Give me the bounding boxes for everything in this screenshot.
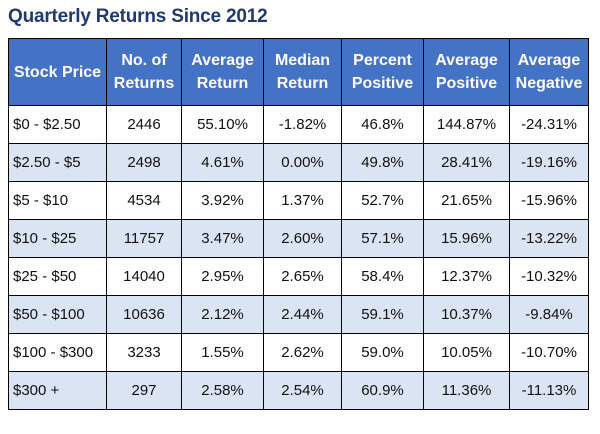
column-header-average-negative: Average Negative <box>509 38 589 106</box>
table-row: $50 - $100 10636 2.12% 2.44% 59.1% 10.37% -9.8… <box>8 295 589 334</box>
cell-average-return: 3.92% <box>181 181 264 220</box>
cell-stock-price: $50 - $100 <box>8 295 107 334</box>
column-header-line: No. of <box>121 52 167 69</box>
cell-average-return: 4.61% <box>181 143 264 182</box>
table-header: Stock Price No. of Returns Average Return Med… <box>8 38 589 106</box>
column-header-line: Positive <box>351 75 414 92</box>
table-row: $10 - $25 11757 3.47% 2.60% 57.1% 15.96% -13.2… <box>8 219 589 258</box>
cell-average-positive: 144.87% <box>423 105 510 144</box>
column-header-num-returns: No. of Returns <box>106 38 182 106</box>
column-header-average-return: Average Return <box>181 38 264 106</box>
cell-average-positive: 12.37% <box>423 257 510 296</box>
column-header-line: Negative <box>515 75 583 92</box>
cell-median-return: 1.37% <box>263 181 342 220</box>
cell-average-negative: -10.32% <box>509 257 589 296</box>
cell-num-returns: 10636 <box>106 295 182 334</box>
cell-stock-price: $0 - $2.50 <box>8 105 107 144</box>
cell-num-returns: 14040 <box>106 257 182 296</box>
cell-median-return: 0.00% <box>263 143 342 182</box>
cell-average-negative: -19.16% <box>509 143 589 182</box>
cell-num-returns: 297 <box>106 371 182 410</box>
column-header-line: Percent <box>353 52 412 69</box>
cell-average-negative: -15.96% <box>509 181 589 220</box>
cell-num-returns: 3233 <box>106 333 182 372</box>
cell-stock-price: $2.50 - $5 <box>8 143 107 182</box>
cell-percent-positive: 57.1% <box>341 219 424 258</box>
cell-average-negative: -11.13% <box>509 371 589 410</box>
chart-title: Quarterly Returns Since 2012 <box>8 6 268 27</box>
column-header-line: Median <box>274 52 331 69</box>
returns-table: Stock Price No. of Returns Average Return Med… <box>8 38 589 410</box>
cell-average-positive: 10.05% <box>423 333 510 372</box>
cell-median-return: 2.44% <box>263 295 342 334</box>
cell-average-positive: 10.37% <box>423 295 510 334</box>
cell-average-return: 1.55% <box>181 333 264 372</box>
cell-median-return: 2.62% <box>263 333 342 372</box>
cell-stock-price: $100 - $300 <box>8 333 107 372</box>
column-header-median-return: Median Return <box>263 38 342 106</box>
cell-num-returns: 4534 <box>106 181 182 220</box>
table-row: $0 - $2.50 2446 55.10% -1.82% 46.8% 144.87% -2… <box>8 105 589 144</box>
cell-percent-positive: 60.9% <box>341 371 424 410</box>
column-header-average-positive: Average Positive <box>423 38 510 106</box>
cell-average-return: 3.47% <box>181 219 264 258</box>
table-body: $0 - $2.50 2446 55.10% -1.82% 46.8% 144.87% -2… <box>8 105 589 410</box>
cell-percent-positive: 59.0% <box>341 333 424 372</box>
cell-percent-positive: 59.1% <box>341 295 424 334</box>
column-header-line: Positive <box>435 75 498 92</box>
cell-average-positive: 11.36% <box>423 371 510 410</box>
cell-average-positive: 28.41% <box>423 143 510 182</box>
cell-average-return: 55.10% <box>181 105 264 144</box>
column-header-line: Average <box>191 52 254 69</box>
cell-stock-price: $300 + <box>8 371 107 410</box>
column-header-line: Average <box>435 52 498 69</box>
column-header-line: Average <box>517 52 581 69</box>
cell-num-returns: 2446 <box>106 105 182 144</box>
table-row: $25 - $50 14040 2.95% 2.65% 58.4% 12.37% -10.3… <box>8 257 589 296</box>
table-row: $2.50 - $5 2498 4.61% 0.00% 49.8% 28.41% -19.1… <box>8 143 589 182</box>
cell-average-negative: -13.22% <box>509 219 589 258</box>
cell-num-returns: 2498 <box>106 143 182 182</box>
cell-average-return: 2.58% <box>181 371 264 410</box>
cell-percent-positive: 58.4% <box>341 257 424 296</box>
table-row: $300 +297 2.58% 2.54% 60.9% 11.36% -11.13% <box>8 371 589 410</box>
column-header-line: Return <box>196 75 249 92</box>
cell-average-return: 2.12% <box>181 295 264 334</box>
cell-stock-price: $25 - $50 <box>8 257 107 296</box>
cell-percent-positive: 46.8% <box>341 105 424 144</box>
column-header-line: Returns <box>113 75 175 92</box>
cell-average-positive: 21.65% <box>423 181 510 220</box>
cell-average-positive: 15.96% <box>423 219 510 258</box>
cell-median-return: 2.65% <box>263 257 342 296</box>
cell-num-returns: 11757 <box>106 219 182 258</box>
cell-stock-price: $5 - $10 <box>8 181 107 220</box>
cell-stock-price: $10 - $25 <box>8 219 107 258</box>
cell-median-return: 2.54% <box>263 371 342 410</box>
cell-average-negative: -10.70% <box>509 333 589 372</box>
cell-percent-positive: 49.8% <box>341 143 424 182</box>
table-row: $100 - $300 3233 1.55% 2.62% 59.0% 10.05% -10.… <box>8 333 589 372</box>
cell-average-return: 2.95% <box>181 257 264 296</box>
column-header-stock-price: Stock Price <box>8 38 107 106</box>
cell-percent-positive: 52.7% <box>341 181 424 220</box>
column-header-percent-positive: Percent Positive <box>341 38 424 106</box>
cell-average-negative: -24.31% <box>509 105 589 144</box>
cell-median-return: 2.60% <box>263 219 342 258</box>
header-row: Stock Price No. of Returns Average Return Med… <box>8 38 589 106</box>
cell-median-return: -1.82% <box>263 105 342 144</box>
column-header-line: Stock Price <box>13 63 102 81</box>
column-header-line: Return <box>276 75 329 92</box>
cell-average-negative: -9.84% <box>509 295 589 334</box>
table-row: $5 - $10 4534 3.92% 1.37% 52.7% 21.65% -15.96% <box>8 181 589 220</box>
